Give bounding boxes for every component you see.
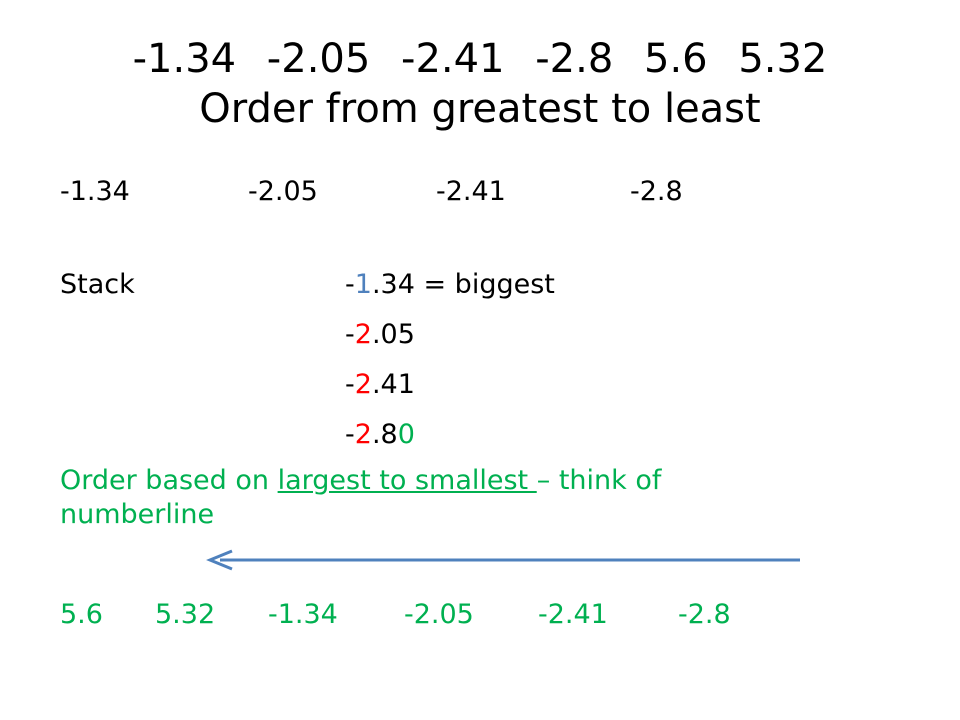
note-line-2: numberline: [60, 499, 215, 530]
note-underlined: largest to smallest: [277, 465, 537, 496]
answer-value: 5.32: [155, 599, 216, 630]
stack-rest: .05: [371, 319, 415, 350]
note-line-1: Order based on largest to smallest – thi…: [60, 464, 661, 498]
negative-value: -2.05: [248, 176, 318, 207]
answer-value: -2.8: [678, 599, 731, 630]
stack-row: -2.05: [345, 318, 415, 352]
note-suffix: – think of: [536, 465, 662, 496]
stack-colored-digit: 1: [354, 269, 372, 300]
answer-value: -1.34: [268, 599, 338, 630]
slide-title: -1.34 -2.05 -2.41 -2.8 5.6 5.32 Order fr…: [0, 34, 960, 134]
negative-value: -2.41: [436, 176, 506, 207]
stack-rest: .8: [371, 419, 398, 450]
stack-colored-digit: 2: [354, 369, 372, 400]
stack-added-zero: 0: [397, 419, 415, 450]
stack-colored-digit: 2: [354, 419, 372, 450]
stack-sign: -: [345, 369, 355, 400]
arrow-head: [206, 549, 233, 571]
negative-value: -1.34: [60, 176, 130, 207]
stack-colored-digit: 2: [354, 319, 372, 350]
note-prefix: Order based on: [60, 465, 278, 496]
stack-sign: -: [345, 419, 355, 450]
stack-sign: -: [345, 269, 355, 300]
stack-suffix: = biggest: [414, 269, 555, 300]
negatives-row: -1.34 -2.05 -2.41 -2.8: [60, 175, 960, 209]
stack-sign: -: [345, 319, 355, 350]
answer-value: 5.6: [60, 599, 103, 630]
title-numbers: -1.34 -2.05 -2.41 -2.8 5.6 5.32: [132, 36, 828, 82]
stack-row: -2.80: [345, 418, 415, 452]
stack-rest: .34: [371, 269, 415, 300]
title-subtitle: Order from greatest to least: [199, 86, 761, 132]
answer-value: -2.05: [404, 599, 474, 630]
stack-row: -1.34 = biggest: [345, 268, 555, 302]
answer-value: -2.41: [538, 599, 608, 630]
stack-label: Stack: [60, 269, 135, 300]
stack-row: -2.41: [345, 368, 415, 402]
negative-value: -2.8: [630, 176, 683, 207]
stack-rest: .41: [371, 369, 415, 400]
ordered-answer-row: 5.6 5.32 -1.34 -2.05 -2.41 -2.8: [60, 598, 960, 632]
